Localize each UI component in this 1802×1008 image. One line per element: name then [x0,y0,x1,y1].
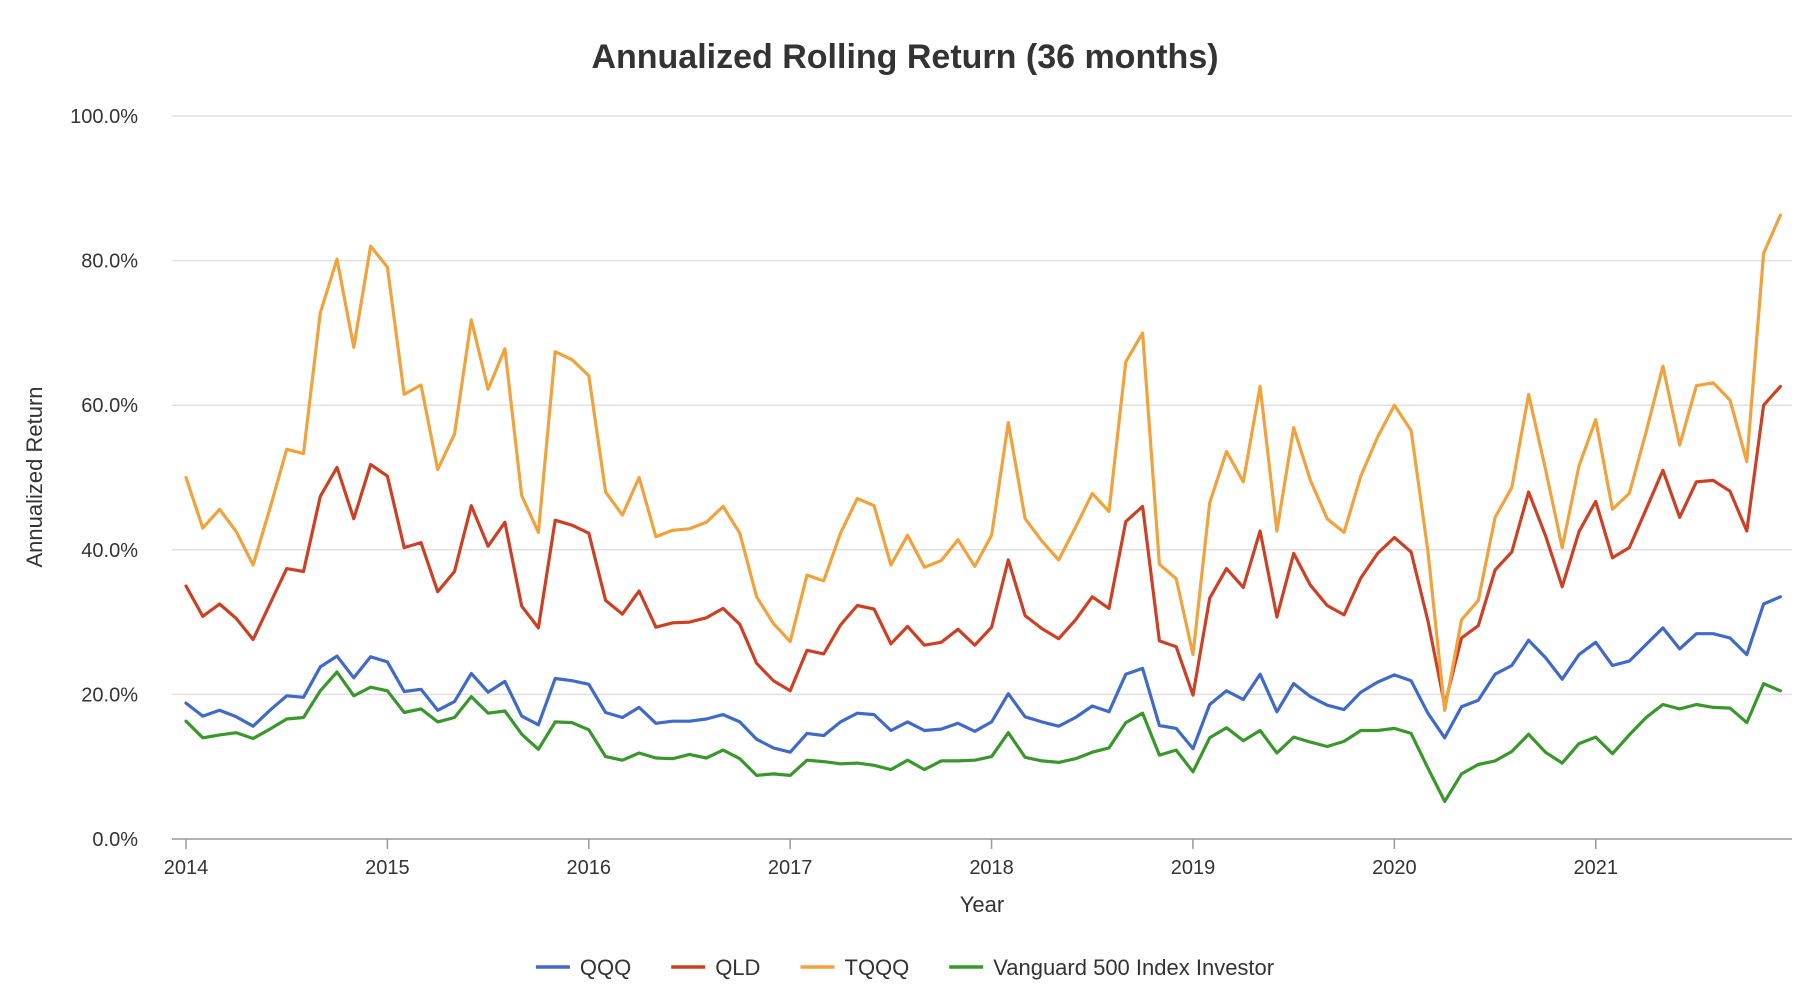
y-tick-label: 40.0% [81,540,138,562]
x-tick-label: 2015 [365,857,410,879]
legend-label: QQQ [580,955,631,980]
series-line-qld [184,384,1783,707]
x-tick-label: 2014 [164,857,209,879]
x-tick-label: 2019 [1171,857,1216,879]
legend-item[interactable]: TQQQ [800,955,910,980]
series-lines [184,213,1783,804]
gridlines [172,115,1792,696]
series-line-qqq [184,595,1783,754]
x-tick-label: 2017 [768,857,813,879]
legend-item[interactable]: QLD [671,955,760,980]
legend: QQQ QLD TQQQ Vanguard 500 Index Investor [535,955,1274,980]
y-tick-label: 0.0% [92,829,138,851]
legend-label: TQQQ [845,955,910,980]
y-tick-label: 100.0% [70,106,138,128]
series-line-vanguard-500-index-investor [184,670,1783,804]
x-tick-label: 2021 [1573,857,1618,879]
x-tick-label: 2020 [1372,857,1417,879]
y-tick-label: 60.0% [81,395,138,417]
x-tick-label: 2018 [969,857,1014,879]
series-line-tqqq [184,213,1783,712]
y-axis-ticks: 0.0% 20.0% 40.0% 60.0% 80.0% 100.0% [70,106,138,851]
legend-label: QLD [715,955,760,980]
y-tick-label: 20.0% [81,684,138,706]
chart-title: Annualized Rolling Return (36 months) [591,38,1218,76]
legend-item[interactable]: Vanguard 500 Index Investor [949,955,1274,980]
x-axis-ticks: 2014 2015 2016 2017 2018 2019 2020 2021 [164,839,1618,879]
legend-item[interactable]: QQQ [535,955,631,980]
y-tick-label: 80.0% [81,251,138,273]
y-axis-label: Annualized Return [22,386,47,567]
x-tick-label: 2016 [567,857,612,879]
x-axis-label: Year [960,892,1004,917]
legend-label: Vanguard 500 Index Investor [993,955,1274,980]
